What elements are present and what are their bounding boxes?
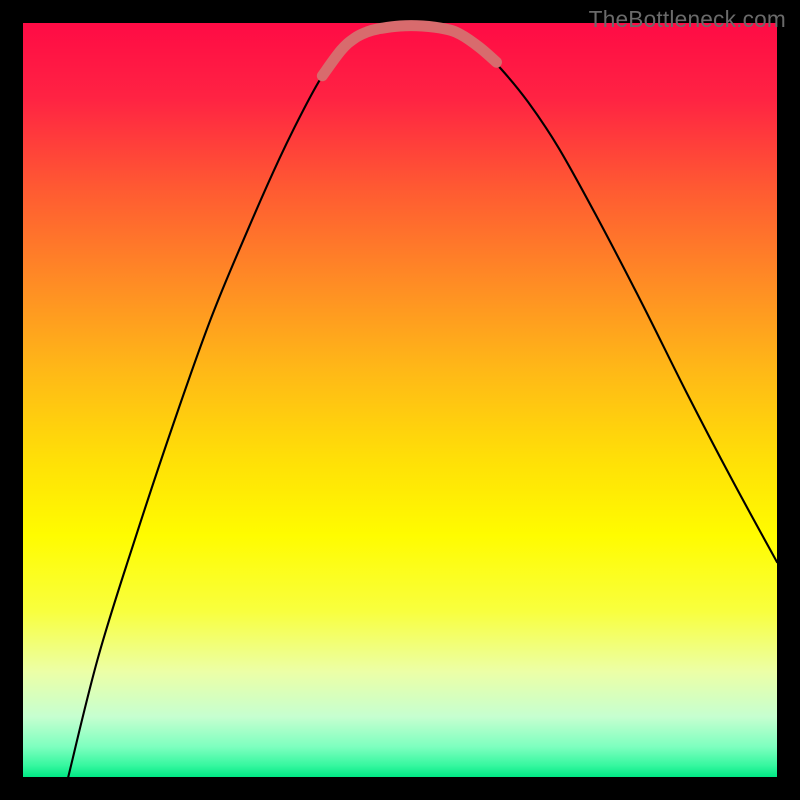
bottleneck-chart (0, 0, 800, 800)
chart-gradient-background (23, 23, 777, 777)
watermark-text: TheBottleneck.com (589, 6, 786, 33)
